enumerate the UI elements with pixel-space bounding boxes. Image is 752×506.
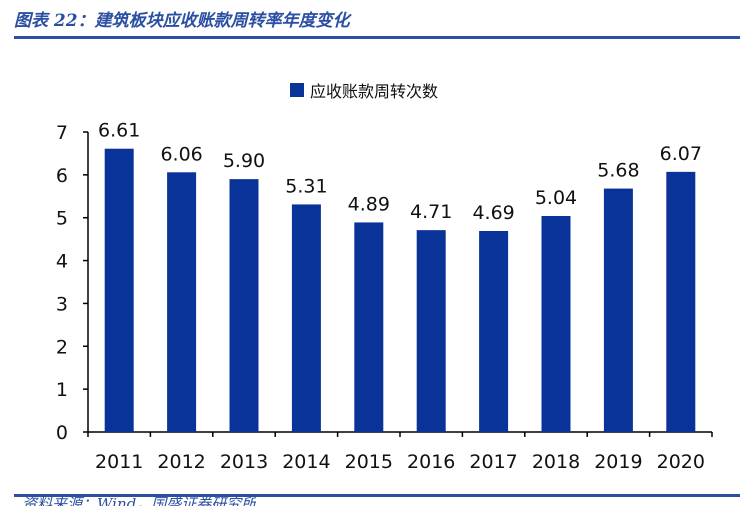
x-tick-label: 2013 — [220, 451, 268, 473]
bar-value-label: 5.90 — [223, 150, 265, 172]
bar-value-label: 5.31 — [285, 175, 327, 197]
bar — [291, 204, 321, 432]
x-tick-label: 2017 — [469, 451, 517, 473]
x-tick-label: 2011 — [95, 451, 143, 473]
x-tick-label: 2016 — [407, 451, 455, 473]
bar — [479, 231, 509, 432]
title-divider — [14, 36, 740, 39]
source-note: 资料来源：Wind，国盛证券研究所 — [22, 497, 257, 506]
legend-swatch — [290, 83, 304, 97]
x-tick-label: 2015 — [345, 451, 393, 473]
y-tick-label: 0 — [56, 422, 68, 444]
bar-value-label: 6.61 — [98, 120, 140, 142]
bar — [666, 171, 696, 432]
bar-value-label: 5.04 — [535, 187, 577, 209]
source-divider — [14, 494, 740, 497]
y-tick-label: 1 — [56, 379, 68, 401]
x-tick-label: 2019 — [594, 451, 642, 473]
bar — [229, 179, 259, 432]
y-tick-label: 6 — [56, 165, 68, 187]
x-tick-label: 2018 — [532, 451, 580, 473]
bar — [416, 230, 446, 432]
x-tick-label: 2012 — [157, 451, 205, 473]
x-tick-label: 2014 — [282, 451, 330, 473]
bar-value-label: 6.06 — [160, 143, 202, 165]
bar — [167, 172, 197, 433]
y-tick-label: 5 — [56, 208, 68, 230]
bar-value-label: 4.89 — [348, 193, 390, 215]
figure-title: 图表 22：建筑板块应收账款周转率年度变化 — [14, 11, 350, 31]
y-tick-label: 4 — [56, 251, 68, 273]
bar — [603, 188, 633, 432]
y-tick-label: 7 — [56, 122, 68, 144]
bar — [354, 222, 384, 432]
y-tick-label: 3 — [56, 293, 68, 315]
bar-value-label: 4.69 — [472, 202, 514, 224]
bar-value-label: 4.71 — [410, 201, 452, 223]
x-tick-label: 2020 — [657, 451, 705, 473]
bar — [104, 148, 134, 432]
chart-legend: 应收账款周转次数 — [290, 78, 438, 102]
bar — [541, 216, 571, 432]
bar-value-label: 6.07 — [660, 143, 702, 165]
bar-value-label: 5.68 — [597, 160, 639, 182]
legend-label: 应收账款周转次数 — [310, 82, 439, 101]
y-tick-label: 2 — [56, 336, 68, 358]
